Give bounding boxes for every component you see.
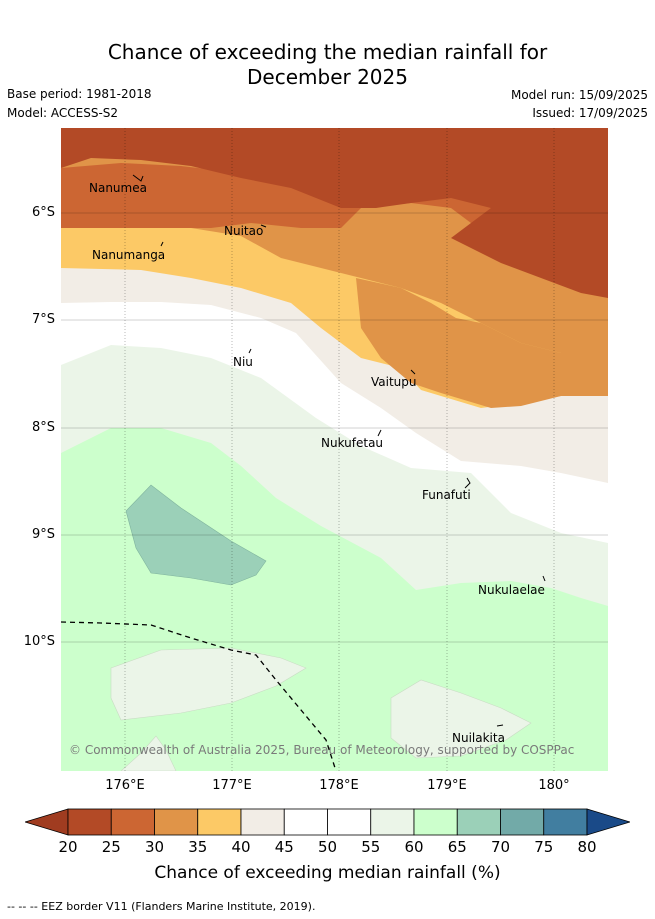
colorbar-swatch bbox=[240, 808, 285, 836]
lon-label-179e: 179°E bbox=[427, 778, 467, 793]
lat-label-7s: 7°S bbox=[31, 312, 55, 327]
colorbar-tick-label: 20 bbox=[58, 838, 78, 856]
island-nuitao-mark bbox=[260, 224, 267, 228]
place-label-nanumea: Nanumea bbox=[89, 181, 147, 195]
colorbar-over-arrow bbox=[586, 808, 632, 836]
eez-border bbox=[60, 621, 337, 772]
model-name: Model: ACCESS-S2 bbox=[7, 106, 119, 120]
island-vaitupu-mark bbox=[410, 369, 416, 375]
island-marks bbox=[132, 174, 546, 727]
island-nukufetau-mark bbox=[377, 429, 382, 437]
rainfall-map: Nanumea Nuitao Nanumanga Niu Vaitupu Nuk… bbox=[60, 128, 608, 772]
colorbar-tick-label: 25 bbox=[101, 838, 121, 856]
colorbar-swatch bbox=[327, 808, 372, 836]
colorbar-swatch bbox=[543, 808, 588, 836]
colorbar-tick-label: 75 bbox=[534, 838, 554, 856]
colorbar-svg bbox=[23, 808, 632, 836]
copyright-notice: © Commonwealth of Australia 2025, Bureau… bbox=[69, 743, 574, 757]
place-label-funafuti: Funafuti bbox=[422, 488, 471, 502]
model-run: Model run: 15/09/2025 bbox=[510, 88, 648, 102]
place-label-niu: Niu bbox=[233, 355, 253, 369]
lon-label-180: 180° bbox=[538, 778, 570, 793]
colorbar-tick-label: 70 bbox=[490, 838, 511, 856]
issued-date: Issued: 17/09/2025 bbox=[532, 106, 648, 120]
island-nanumanga-mark bbox=[160, 241, 164, 247]
colorbar-swatch bbox=[370, 808, 415, 836]
base-period: Base period: 1981-2018 bbox=[7, 87, 152, 101]
place-label-vaitupu: Vaitupu bbox=[371, 375, 417, 389]
colorbar-tick-label: 65 bbox=[447, 838, 467, 856]
colorbar-label: Chance of exceeding median rainfall (%) bbox=[154, 863, 501, 883]
island-nuilakita-mark bbox=[496, 724, 504, 727]
title-line-2: December 2025 bbox=[247, 65, 408, 89]
colorbar-tick-label: 60 bbox=[404, 838, 424, 856]
colorbar-tick-label: 80 bbox=[577, 838, 597, 856]
place-label-nukufetau: Nukufetau bbox=[321, 436, 383, 450]
island-funafuti-mark bbox=[464, 477, 471, 489]
colorbar-swatches bbox=[67, 808, 588, 836]
colorbar-tick-label: 30 bbox=[144, 838, 165, 856]
colorbar-tick-label: 40 bbox=[231, 838, 251, 856]
place-label-nukulaelae: Nukulaelae bbox=[478, 583, 545, 597]
latitude-gridlines bbox=[61, 212, 608, 643]
lat-label-9s: 9°S bbox=[31, 527, 55, 542]
map-svg: Nanumea Nuitao Nanumanga Niu Vaitupu Nuk… bbox=[60, 128, 608, 772]
colorbar-swatch bbox=[110, 808, 155, 836]
chart-title: Chance of exceeding the median rainfall … bbox=[0, 40, 655, 90]
colorbar-swatch bbox=[197, 808, 242, 836]
colorbar-swatch bbox=[456, 808, 501, 836]
lon-label-176e: 176°E bbox=[105, 778, 145, 793]
lat-label-6s: 6°S bbox=[31, 205, 55, 220]
band-20-25 bbox=[61, 128, 608, 298]
colorbar-tick-label: 45 bbox=[274, 838, 294, 856]
lon-label-177e: 177°E bbox=[212, 778, 252, 793]
colorbar-swatch bbox=[500, 808, 545, 836]
footer-eez-note: -- -- -- EEZ border V11 (Flanders Marine… bbox=[7, 900, 316, 913]
band-55-60-patch-east bbox=[390, 679, 532, 759]
band-30-35-east bbox=[356, 278, 608, 408]
lat-label-10s: 10°S bbox=[23, 634, 55, 649]
colorbar-tick-label: 55 bbox=[361, 838, 381, 856]
colorbar-tick-label: 50 bbox=[317, 838, 338, 856]
colorbar-swatch bbox=[413, 808, 458, 836]
colorbar-tick-label: 35 bbox=[188, 838, 208, 856]
lon-label-178e: 178°E bbox=[319, 778, 359, 793]
longitude-gridlines bbox=[124, 128, 555, 771]
place-label-nanumanga: Nanumanga bbox=[92, 248, 165, 262]
lat-label-8s: 8°S bbox=[31, 420, 55, 435]
colorbar-swatch bbox=[154, 808, 199, 836]
colorbar bbox=[23, 806, 632, 838]
colorbar-swatch bbox=[67, 808, 112, 836]
colorbar-under-arrow bbox=[23, 808, 69, 836]
island-nukulaelae-mark bbox=[542, 575, 546, 582]
island-nanumea-mark bbox=[132, 174, 144, 182]
place-label-nuitao: Nuitao bbox=[224, 224, 263, 238]
island-niu-mark bbox=[248, 348, 252, 354]
colorbar-swatch bbox=[283, 808, 328, 836]
place-label-nuilakita: Nuilakita bbox=[452, 731, 505, 745]
band-65-70-patch bbox=[125, 484, 267, 586]
band-55-60-patch-west bbox=[110, 647, 307, 721]
title-line-1: Chance of exceeding the median rainfall … bbox=[107, 40, 548, 64]
